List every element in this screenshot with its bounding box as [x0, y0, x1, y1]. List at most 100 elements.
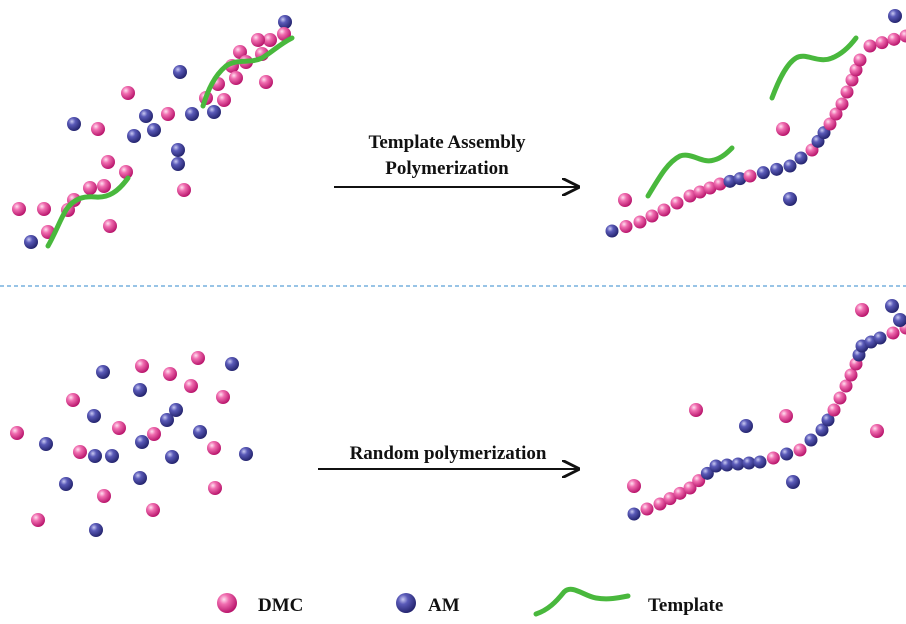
- dmc-monomer: [627, 479, 641, 493]
- dmc-monomer: [863, 39, 877, 53]
- dmc-monomer: [619, 220, 633, 233]
- dmc-monomer: [657, 203, 671, 217]
- dmc-monomer: [886, 326, 900, 340]
- dmc-monomer: [693, 185, 707, 199]
- dmc-monomer: [899, 29, 906, 43]
- dmc-monomer: [875, 36, 889, 50]
- dmc-monomer: [97, 179, 111, 193]
- template-strand: [200, 35, 295, 109]
- am-monomer: [239, 447, 253, 461]
- dmc-monomer: [670, 196, 684, 210]
- am-monomer: [165, 450, 179, 464]
- am-monomer: [139, 109, 153, 123]
- am-monomer: [739, 419, 753, 433]
- top-monomer-mixture: [12, 15, 292, 249]
- am-monomer: [207, 105, 221, 119]
- bottom-monomer-mixture: [10, 351, 253, 537]
- dmc-monomer: [229, 71, 243, 85]
- dmc-monomer: [216, 390, 230, 404]
- dmc-monomer: [10, 426, 24, 440]
- am-monomer: [733, 172, 747, 186]
- dmc-monomer: [839, 379, 853, 393]
- am-monomer: [723, 174, 737, 188]
- dmc-monomer: [119, 165, 133, 179]
- am-monomer: [24, 235, 38, 249]
- top-free-monomers: [618, 9, 902, 207]
- dmc-monomer: [853, 53, 867, 67]
- am-monomer: [160, 413, 174, 427]
- dmc-monomer: [31, 513, 45, 527]
- dmc-monomer: [208, 481, 222, 495]
- am-monomer: [87, 409, 101, 423]
- top-copolymer-chain: [605, 29, 906, 238]
- dmc-monomer: [779, 409, 793, 423]
- legend-label-am: AM: [428, 595, 460, 616]
- am-monomer: [133, 383, 147, 397]
- am-monomer: [169, 403, 183, 417]
- dmc-monomer: [177, 183, 191, 197]
- dmc-monomer: [793, 443, 807, 457]
- am-monomer: [794, 151, 808, 165]
- top-arrow-label-line1: Template Assembly: [368, 132, 526, 153]
- dmc-monomer: [663, 492, 677, 506]
- dmc-monomer: [673, 486, 687, 500]
- dmc-monomer: [713, 177, 727, 191]
- am-monomer: [133, 471, 147, 485]
- dmc-monomer: [263, 33, 277, 47]
- am-monomer: [786, 475, 800, 489]
- am-monomer: [225, 357, 239, 371]
- am-monomer: [885, 299, 899, 313]
- am-monomer: [783, 192, 797, 206]
- am-monomer: [888, 9, 902, 23]
- template-strand: [769, 35, 859, 101]
- dmc-monomer: [703, 181, 717, 195]
- dmc-monomer: [147, 427, 161, 441]
- dmc-monomer: [840, 85, 854, 99]
- am-monomer: [605, 224, 619, 238]
- dmc-monomer: [101, 155, 115, 169]
- bottom-free-monomers: [627, 299, 906, 493]
- am-monomer: [59, 477, 73, 491]
- am-monomer: [804, 433, 818, 447]
- top-arrow-label-line2: Polymerization: [385, 158, 509, 179]
- dmc-monomer: [645, 209, 659, 223]
- dmc-monomer: [776, 122, 790, 136]
- am-monomer: [39, 437, 53, 451]
- am-monomer: [742, 456, 756, 470]
- dmc-monomer: [845, 73, 859, 87]
- blue-sphere-icon: [396, 593, 416, 613]
- dmc-monomer: [37, 202, 51, 216]
- am-monomer: [873, 331, 887, 345]
- am-monomer: [185, 107, 199, 121]
- dmc-monomer: [633, 215, 647, 229]
- dmc-monomer: [692, 474, 706, 488]
- dmc-monomer: [103, 219, 117, 233]
- am-monomer: [627, 507, 641, 521]
- dmc-monomer: [97, 489, 111, 503]
- dmc-monomer: [184, 379, 198, 393]
- am-monomer: [173, 65, 187, 79]
- dmc-monomer: [191, 351, 205, 365]
- template-strand: [645, 145, 735, 199]
- am-monomer: [278, 15, 292, 29]
- am-monomer: [753, 455, 767, 469]
- dmc-monomer: [689, 403, 703, 417]
- dmc-monomer: [146, 503, 160, 517]
- am-monomer: [893, 313, 906, 327]
- dmc-monomer: [855, 303, 869, 317]
- dmc-monomer: [161, 107, 175, 121]
- am-monomer: [147, 123, 161, 137]
- dmc-monomer: [73, 445, 87, 459]
- dmc-monomer: [743, 169, 757, 183]
- dmc-monomer: [827, 403, 841, 417]
- dmc-monomer: [121, 86, 135, 100]
- dmc-monomer: [66, 393, 80, 407]
- am-monomer: [193, 425, 207, 439]
- dmc-monomer: [91, 122, 105, 136]
- dmc-monomer: [823, 117, 837, 131]
- dmc-monomer: [887, 32, 901, 46]
- dmc-monomer: [653, 497, 667, 511]
- legend-label-template: Template: [648, 595, 723, 616]
- dmc-monomer: [277, 27, 291, 41]
- am-monomer: [171, 157, 185, 171]
